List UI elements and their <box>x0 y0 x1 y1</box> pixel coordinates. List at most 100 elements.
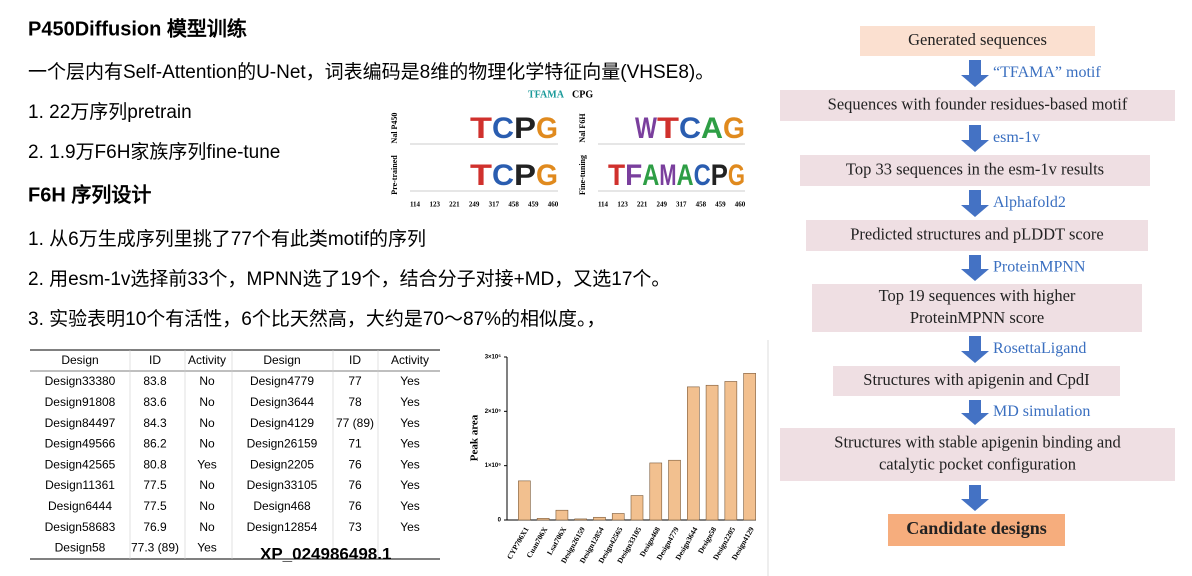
logo-letter: T <box>470 159 492 192</box>
table-cell: Design84497 <box>45 416 116 430</box>
flow-arrow <box>961 140 989 152</box>
logo-letter: C <box>492 159 514 192</box>
flow-box <box>812 284 1142 332</box>
table-cell: Yes <box>400 457 420 471</box>
flow-text: Top 19 sequences with higher <box>879 286 1076 305</box>
logo-letter: G <box>728 159 745 192</box>
bar <box>687 386 700 521</box>
table-cell: 77 <box>348 374 362 388</box>
bar <box>536 518 550 521</box>
logo-position: 460 <box>735 201 746 209</box>
y-tick-label: 2×10⁶ <box>485 409 502 415</box>
flow-text: Generated sequences <box>908 30 1047 49</box>
table-cell: 76 <box>348 499 362 513</box>
logo-letter: T <box>608 159 625 192</box>
table-header: Activity <box>188 353 226 367</box>
table-cell: 77.5 <box>143 499 167 513</box>
logo-position: 317 <box>676 201 687 209</box>
table-cell: Design26159 <box>247 437 318 451</box>
table-cell: Design6444 <box>48 499 112 513</box>
flow-arrow <box>961 205 989 217</box>
logo-letter: G <box>723 112 745 145</box>
table-cell: Design42565 <box>45 457 116 471</box>
logo-letter: W <box>635 112 658 145</box>
list-item: 2. 1.9万F6H家族序列fine-tune <box>28 141 280 163</box>
logo-position: 249 <box>469 201 480 209</box>
flow-text: Candidate designs <box>906 518 1047 538</box>
table-cell: No <box>199 499 215 513</box>
list-item: 1. 从6万生成序列里挑了77个有此类motif的序列 <box>28 228 426 250</box>
logo-letter: T <box>657 112 679 145</box>
flow-box <box>780 428 1175 481</box>
y-tick-label: 0 <box>498 518 502 524</box>
table-cell: Yes <box>400 499 420 513</box>
table-cell: Design49566 <box>45 437 116 451</box>
table-cell: 77 (89) <box>336 416 374 430</box>
flow-text: Sequences with founder residues-based mo… <box>828 94 1128 113</box>
flow-tool: Alphafold2 <box>993 194 1066 211</box>
table-cell: Yes <box>400 520 420 534</box>
logo-letter: C <box>492 112 514 145</box>
table-cell: No <box>199 416 215 430</box>
flow-arrow <box>969 336 981 351</box>
table-cell: 77.5 <box>143 478 167 492</box>
logo-position: 458 <box>508 201 519 209</box>
table-cell: Design11361 <box>45 478 115 492</box>
logo-position: 317 <box>489 201 500 209</box>
list-item: 1. 22万序列pretrain <box>28 101 192 123</box>
list-item: 2. 用esm-1v选择前33个，MPNN选了19个，结合分子对接+MD，又选1… <box>28 268 670 290</box>
logo-position: 459 <box>528 201 539 209</box>
y-tick-label: 1×10⁶ <box>485 463 502 469</box>
flow-tool: MD simulation <box>993 403 1090 420</box>
table-header: Design <box>263 353 300 367</box>
intro: 一个层内有Self-Attention的U-Net，词表编码是8维的物理化学特征… <box>28 61 714 83</box>
table-header: ID <box>149 353 161 367</box>
table-cell: 76 <box>348 478 362 492</box>
flow-text: Predicted structures and pLDDT score <box>850 224 1104 243</box>
table-cell: Design58 <box>55 541 106 555</box>
bar <box>630 495 644 521</box>
logo-letter: M <box>659 159 676 192</box>
table-cell: 80.8 <box>143 457 167 471</box>
logo-letter: P <box>514 112 536 145</box>
table-cell: Yes <box>197 457 217 471</box>
logo-row-label: Nal P450 <box>390 113 399 144</box>
table-cell: Yes <box>400 395 420 409</box>
table-cell: Design4129 <box>250 416 314 430</box>
bar <box>593 516 606 521</box>
logo-header: CPG <box>572 89 593 100</box>
table-cell: No <box>199 437 215 451</box>
bar <box>649 462 663 521</box>
table-cell: No <box>199 395 215 409</box>
logo-position: 459 <box>715 201 726 209</box>
flow-arrow <box>969 190 981 205</box>
flow-tool: “TFAMA” motif <box>993 64 1101 81</box>
flow-box <box>806 220 1148 251</box>
table-cell: 84.3 <box>143 416 167 430</box>
logo-letter: A <box>701 112 723 145</box>
table-cell: Design4779 <box>250 374 314 388</box>
logo-position: 221 <box>637 201 648 209</box>
flow-box <box>800 155 1150 186</box>
logo-position: 123 <box>429 201 440 209</box>
y-tick-label: 3×10⁶ <box>485 355 502 361</box>
table-cell: Yes <box>400 437 420 451</box>
flow-text: Structures with stable apigenin binding … <box>834 432 1121 451</box>
table-cell: Design33380 <box>45 374 116 388</box>
logo-letter: C <box>679 112 701 145</box>
table-cell: Yes <box>400 478 420 492</box>
table-cell: Yes <box>197 541 217 555</box>
flow-arrow <box>969 60 981 75</box>
table-header: Design <box>61 353 98 367</box>
flow-arrow <box>969 485 981 499</box>
flow-tool: RosettaLigand <box>993 340 1086 357</box>
logo-row-label: Fine-tuning <box>578 155 587 195</box>
table-cell: No <box>199 478 215 492</box>
table-cell: No <box>199 374 215 388</box>
accession: XP_024986498.1 <box>260 544 391 563</box>
logo-letter: P <box>514 159 536 192</box>
table-cell: Yes <box>400 416 420 430</box>
flow-arrow <box>969 125 981 140</box>
table-cell: No <box>199 520 215 534</box>
